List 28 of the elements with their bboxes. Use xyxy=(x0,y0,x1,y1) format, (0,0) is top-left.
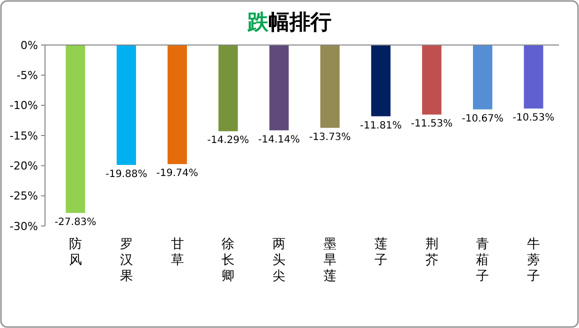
x-tick-label: 荆芥 xyxy=(425,237,438,268)
x-tick-label: 甘草 xyxy=(170,237,184,268)
data-label: -10.67% xyxy=(462,113,504,124)
y-tick-label: -10% xyxy=(10,99,38,112)
y-tick-label: -5% xyxy=(16,69,38,82)
x-tick-label: 牛蒡子 xyxy=(527,237,540,284)
x-tick-label: 徐长卿 xyxy=(222,237,235,284)
data-label: -11.53% xyxy=(410,118,453,130)
y-tick-label: -15% xyxy=(10,129,38,142)
data-label: -14.29% xyxy=(207,135,250,146)
x-tick-label: 罗汉果 xyxy=(120,237,133,284)
chart-title: 跌幅排行 xyxy=(246,10,332,34)
x-tick-label: 两头尖 xyxy=(272,237,286,284)
x-tick-label: 防风 xyxy=(68,237,82,268)
data-label: -27.83% xyxy=(54,216,96,228)
data-label: -19.74% xyxy=(156,168,198,180)
data-label: -11.81% xyxy=(360,120,402,132)
data-label: -19.88% xyxy=(105,168,148,180)
y-tick-label: -30% xyxy=(10,220,38,233)
data-label: -14.14% xyxy=(258,134,300,146)
y-tick-label: -20% xyxy=(10,160,38,173)
x-tick-label: 墨旱莲 xyxy=(323,237,336,284)
y-tick-label: 0% xyxy=(20,38,38,52)
x-tick-label: 青葙子 xyxy=(476,237,490,284)
data-label: -10.53% xyxy=(512,112,554,124)
x-tick-label: 莲子 xyxy=(374,237,388,268)
data-label: -13.73% xyxy=(309,132,351,143)
y-tick-label: -25% xyxy=(10,190,38,203)
